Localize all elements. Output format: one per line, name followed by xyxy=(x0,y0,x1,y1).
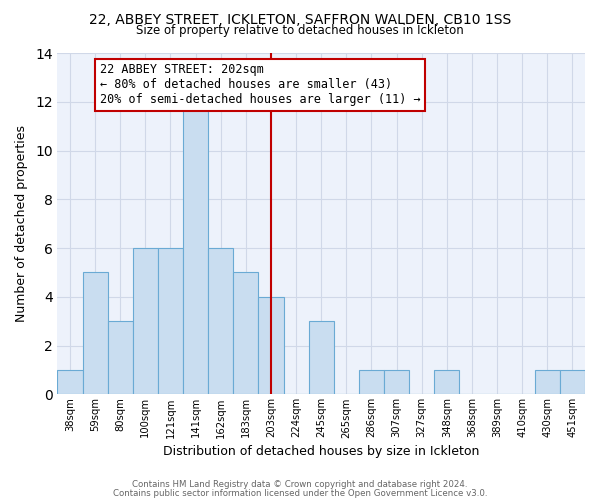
Text: 22, ABBEY STREET, ICKLETON, SAFFRON WALDEN, CB10 1SS: 22, ABBEY STREET, ICKLETON, SAFFRON WALD… xyxy=(89,12,511,26)
X-axis label: Distribution of detached houses by size in Ickleton: Distribution of detached houses by size … xyxy=(163,444,479,458)
Text: Contains HM Land Registry data © Crown copyright and database right 2024.: Contains HM Land Registry data © Crown c… xyxy=(132,480,468,489)
Bar xyxy=(308,321,334,394)
Bar xyxy=(133,248,158,394)
Text: Contains public sector information licensed under the Open Government Licence v3: Contains public sector information licen… xyxy=(113,488,487,498)
Bar xyxy=(83,272,107,394)
Bar xyxy=(560,370,585,394)
Bar xyxy=(183,102,208,395)
Y-axis label: Number of detached properties: Number of detached properties xyxy=(15,125,28,322)
Bar xyxy=(535,370,560,394)
Bar xyxy=(233,272,259,394)
Bar xyxy=(259,297,284,394)
Bar xyxy=(58,370,83,394)
Bar xyxy=(434,370,460,394)
Bar xyxy=(359,370,384,394)
Bar xyxy=(384,370,409,394)
Bar xyxy=(208,248,233,394)
Bar xyxy=(158,248,183,394)
Text: 22 ABBEY STREET: 202sqm
← 80% of detached houses are smaller (43)
20% of semi-de: 22 ABBEY STREET: 202sqm ← 80% of detache… xyxy=(100,63,420,106)
Bar xyxy=(107,321,133,394)
Text: Size of property relative to detached houses in Ickleton: Size of property relative to detached ho… xyxy=(136,24,464,37)
